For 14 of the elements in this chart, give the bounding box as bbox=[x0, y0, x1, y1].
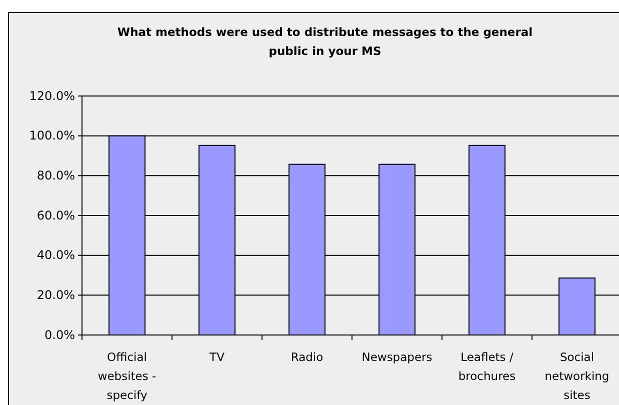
y-tick-label: 80.0% bbox=[36, 168, 75, 183]
y-tick-label: 100.0% bbox=[29, 128, 75, 143]
y-tick-label: 120.0% bbox=[29, 88, 75, 103]
x-tick-label: Official websites - specify bbox=[98, 350, 156, 402]
x-tick-label: TV bbox=[208, 350, 225, 364]
x-tick-label: Social networking sites bbox=[544, 350, 610, 402]
y-tick-label: 20.0% bbox=[36, 288, 75, 302]
x-tick-label: Leaflets / brochures bbox=[458, 350, 516, 383]
chart-title: What methods were used to distribute messages to the general public in your MS bbox=[117, 25, 533, 58]
y-tick-label: 0.0% bbox=[44, 328, 75, 342]
y-tick-label: 60.0% bbox=[36, 208, 75, 222]
y-tick-label: 40.0% bbox=[36, 248, 75, 262]
x-tick-label: Radio bbox=[290, 350, 324, 364]
x-tick-label: Newspapers bbox=[362, 350, 432, 364]
